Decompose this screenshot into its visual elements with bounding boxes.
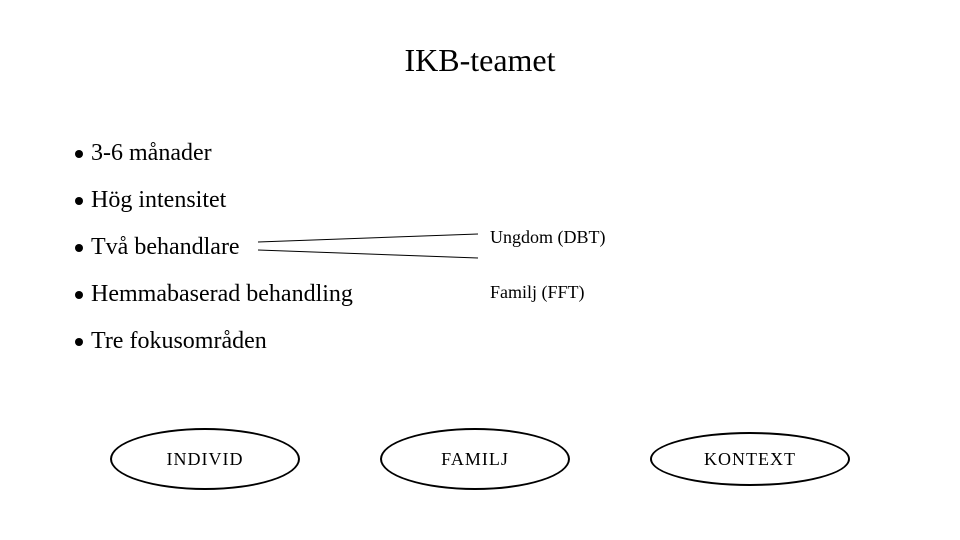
bullet-dot-icon: [75, 338, 83, 346]
slide-title: IKB-teamet: [0, 42, 960, 79]
bullet-text: 3-6 månader: [91, 140, 212, 167]
bullet-list: 3-6 månader Hög intensitet Två behandlar…: [75, 140, 353, 375]
bullet-item: Två behandlare: [75, 234, 353, 261]
bullet-text: Hög intensitet: [91, 187, 226, 214]
bullet-text: Tre fokusområden: [91, 328, 267, 355]
bullet-item: 3-6 månader: [75, 140, 353, 167]
ellipse-familj: FAMILJ: [380, 428, 570, 490]
ellipse-row: INDIVID FAMILJ KONTEXT: [0, 428, 960, 490]
ellipse-kontext: KONTEXT: [650, 432, 850, 486]
bullet-item: Hög intensitet: [75, 187, 353, 214]
bullet-text: Hemmabaserad behandling: [91, 281, 353, 308]
bullet-item: Hemmabaserad behandling: [75, 281, 353, 308]
bullet-dot-icon: [75, 150, 83, 158]
bullet-dot-icon: [75, 244, 83, 252]
bullet-item: Tre fokusområden: [75, 328, 353, 355]
ellipse-label: FAMILJ: [441, 449, 509, 470]
ellipse-individ: INDIVID: [110, 428, 300, 490]
bullet-dot-icon: [75, 197, 83, 205]
ellipse-label: KONTEXT: [704, 449, 796, 470]
bullet-dot-icon: [75, 291, 83, 299]
bullet-text: Två behandlare: [91, 234, 240, 261]
ellipse-label: INDIVID: [167, 449, 244, 470]
annotation-ungdom: Ungdom (DBT): [490, 227, 606, 248]
annotation-familj: Familj (FFT): [490, 282, 585, 303]
